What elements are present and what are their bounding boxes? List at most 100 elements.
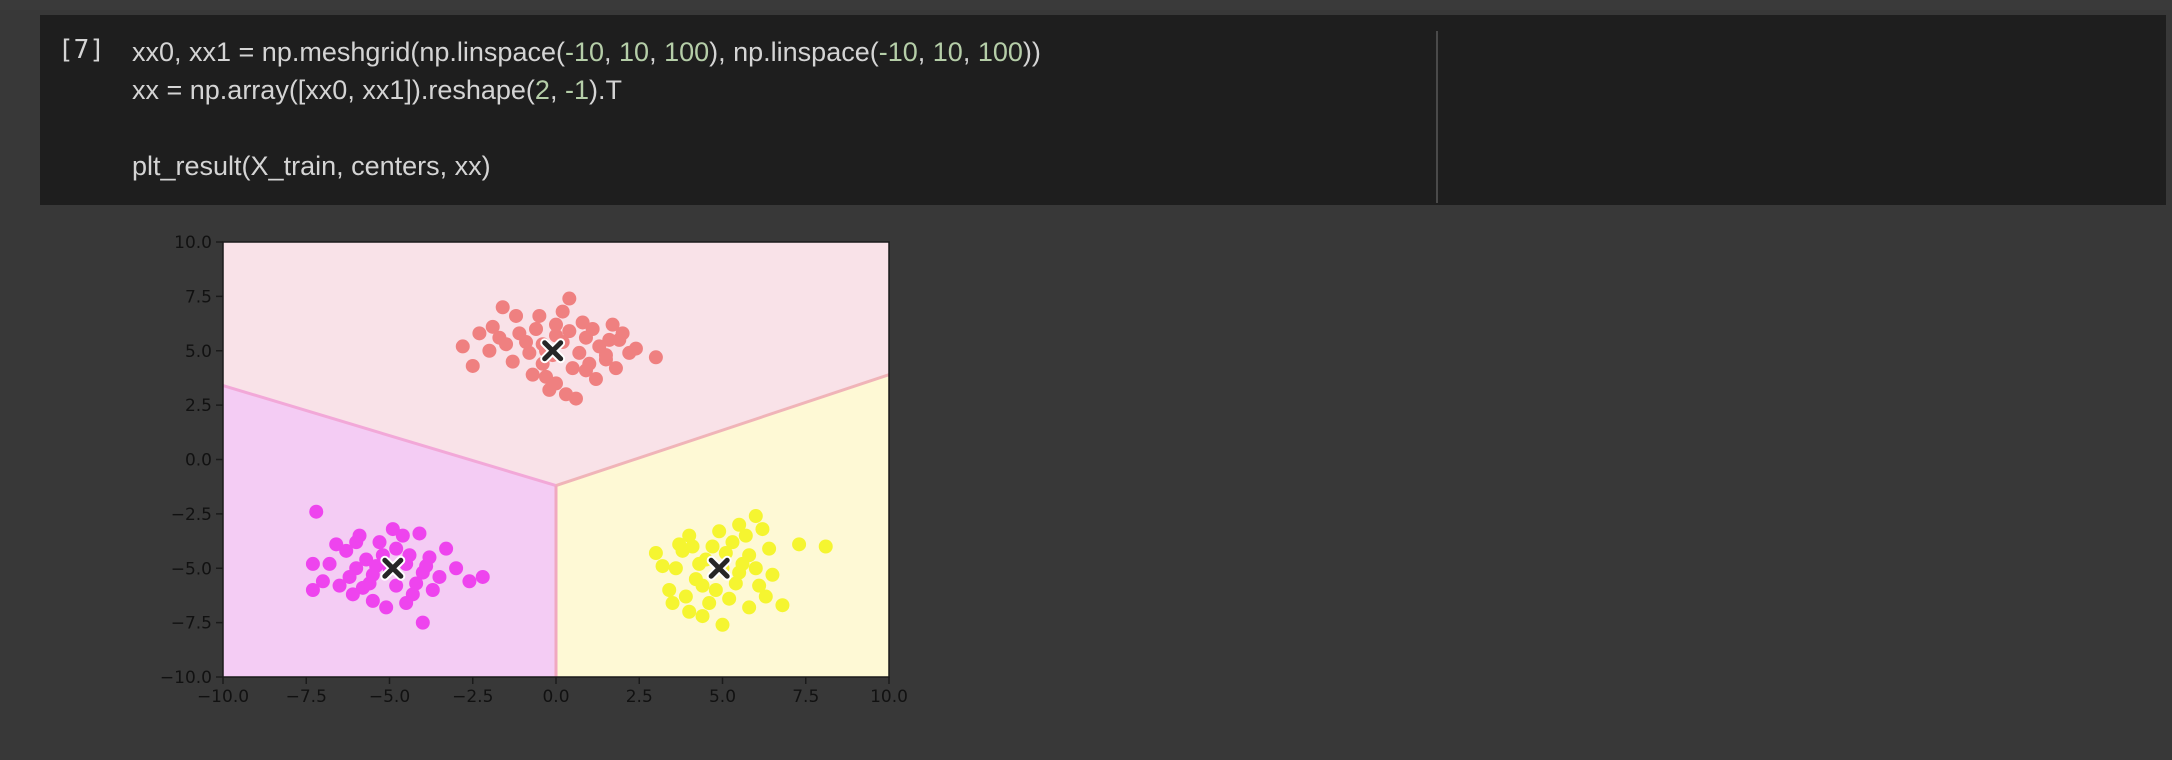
code-token: , [604, 37, 620, 67]
data-point [432, 569, 447, 584]
data-point [369, 559, 384, 574]
data-point [738, 528, 753, 543]
data-point [585, 322, 600, 336]
data-point [748, 509, 763, 524]
code-token: , [962, 37, 978, 67]
y-tick-label: 5.0 [185, 342, 212, 362]
data-point [389, 578, 404, 593]
cell-divider [1436, 31, 1438, 203]
code-cell[interactable]: [7] xx0, xx1 = np.meshgrid(np.linspace(-… [40, 15, 2166, 205]
data-point [439, 541, 454, 556]
data-point [465, 358, 480, 373]
x-tick-label: −5.0 [369, 687, 410, 707]
data-point [305, 556, 320, 571]
data-point [602, 332, 617, 347]
data-point [365, 593, 380, 608]
y-tick-label: 7.5 [185, 287, 212, 307]
y-tick-label: 2.5 [185, 396, 212, 416]
data-point [472, 326, 487, 341]
data-point [532, 308, 547, 323]
code-number-token: -10 [878, 37, 918, 67]
code-number-token: -10 [564, 37, 604, 67]
data-point [425, 583, 440, 597]
x-tick-label: −2.5 [452, 687, 493, 707]
code-number-token: -1 [564, 75, 589, 105]
data-point [725, 535, 740, 550]
center-marker [542, 340, 564, 362]
data-point [505, 354, 520, 369]
center-marker [382, 557, 404, 579]
data-point [305, 583, 320, 597]
data-point [695, 609, 710, 624]
data-point [492, 330, 507, 345]
data-point [572, 345, 587, 360]
data-point [399, 596, 414, 611]
code-number-token: 10 [932, 37, 963, 67]
data-point [615, 326, 630, 341]
data-point [339, 543, 354, 558]
data-point [742, 600, 757, 615]
code-number-token: 2 [534, 75, 550, 105]
code-token: xx = np.array([xx0, xx1]).reshape( [132, 75, 535, 105]
data-point [648, 546, 663, 561]
data-point [342, 569, 357, 584]
data-point [762, 541, 777, 556]
data-point [522, 345, 537, 360]
decision-region-0 [223, 242, 889, 486]
data-point [708, 583, 723, 597]
data-point [565, 361, 580, 376]
data-point [389, 541, 404, 556]
data-point [722, 591, 737, 606]
data-point [485, 319, 500, 334]
y-tick-label: −2.5 [171, 505, 212, 525]
data-point [352, 528, 367, 543]
data-point [672, 537, 687, 552]
data-point [682, 528, 697, 543]
data-point [575, 315, 590, 330]
code-token: ).T [588, 75, 622, 105]
data-point [732, 517, 747, 532]
data-point [519, 335, 534, 350]
code-token: )) [1022, 37, 1041, 67]
data-point [482, 343, 497, 358]
code-token: ), np.linspace( [709, 37, 879, 67]
data-point [588, 372, 603, 387]
data-point [792, 537, 807, 552]
data-point [578, 363, 593, 378]
data-point [495, 300, 510, 315]
cell-output: −10.0 −7.5 −5.0 −2.5 0.0 2.5 5.0 7.5 10.0 10.0 7.5… [150, 222, 930, 722]
center-marker [708, 557, 730, 579]
data-point [668, 561, 683, 576]
y-tick-label: −7.5 [171, 614, 212, 634]
data-point [662, 583, 677, 597]
y-tick-label: −10.0 [160, 668, 212, 688]
y-tick-label: 0.0 [185, 451, 212, 471]
data-point [372, 535, 387, 550]
decision-boundary-0 [222, 384, 557, 488]
data-point [475, 569, 490, 584]
code-line: xx0, xx1 = np.meshgrid(np.linspace(-10, … [132, 33, 1041, 71]
data-point [715, 617, 730, 632]
data-point [385, 522, 400, 537]
data-point [309, 504, 324, 519]
data-point [549, 317, 563, 332]
scatter-chart: −10.0 −7.5 −5.0 −2.5 0.0 2.5 5.0 7.5 10.0 10.0 7.5… [160, 233, 908, 707]
code-line [132, 109, 1041, 147]
code-editor[interactable]: xx0, xx1 = np.meshgrid(np.linspace(-10, … [132, 33, 1041, 185]
x-tick-label: −7.5 [286, 687, 327, 707]
x-tick-label: 0.0 [542, 687, 569, 707]
code-line: xx = np.array([xx0, xx1]).reshape(2, -1)… [132, 71, 1041, 109]
data-point [379, 600, 394, 615]
data-point [322, 556, 337, 571]
data-point [748, 561, 763, 576]
data-point [509, 308, 524, 323]
data-point [539, 369, 554, 384]
data-point [409, 576, 424, 591]
data-point [685, 539, 700, 554]
data-point [455, 339, 470, 354]
code-number-token: 100 [664, 37, 710, 67]
code-line: plt_result(X_train, centers, xx) [132, 147, 1041, 185]
data-point [678, 589, 693, 604]
data-point [695, 578, 710, 593]
x-tick-label: 10.0 [870, 687, 908, 707]
